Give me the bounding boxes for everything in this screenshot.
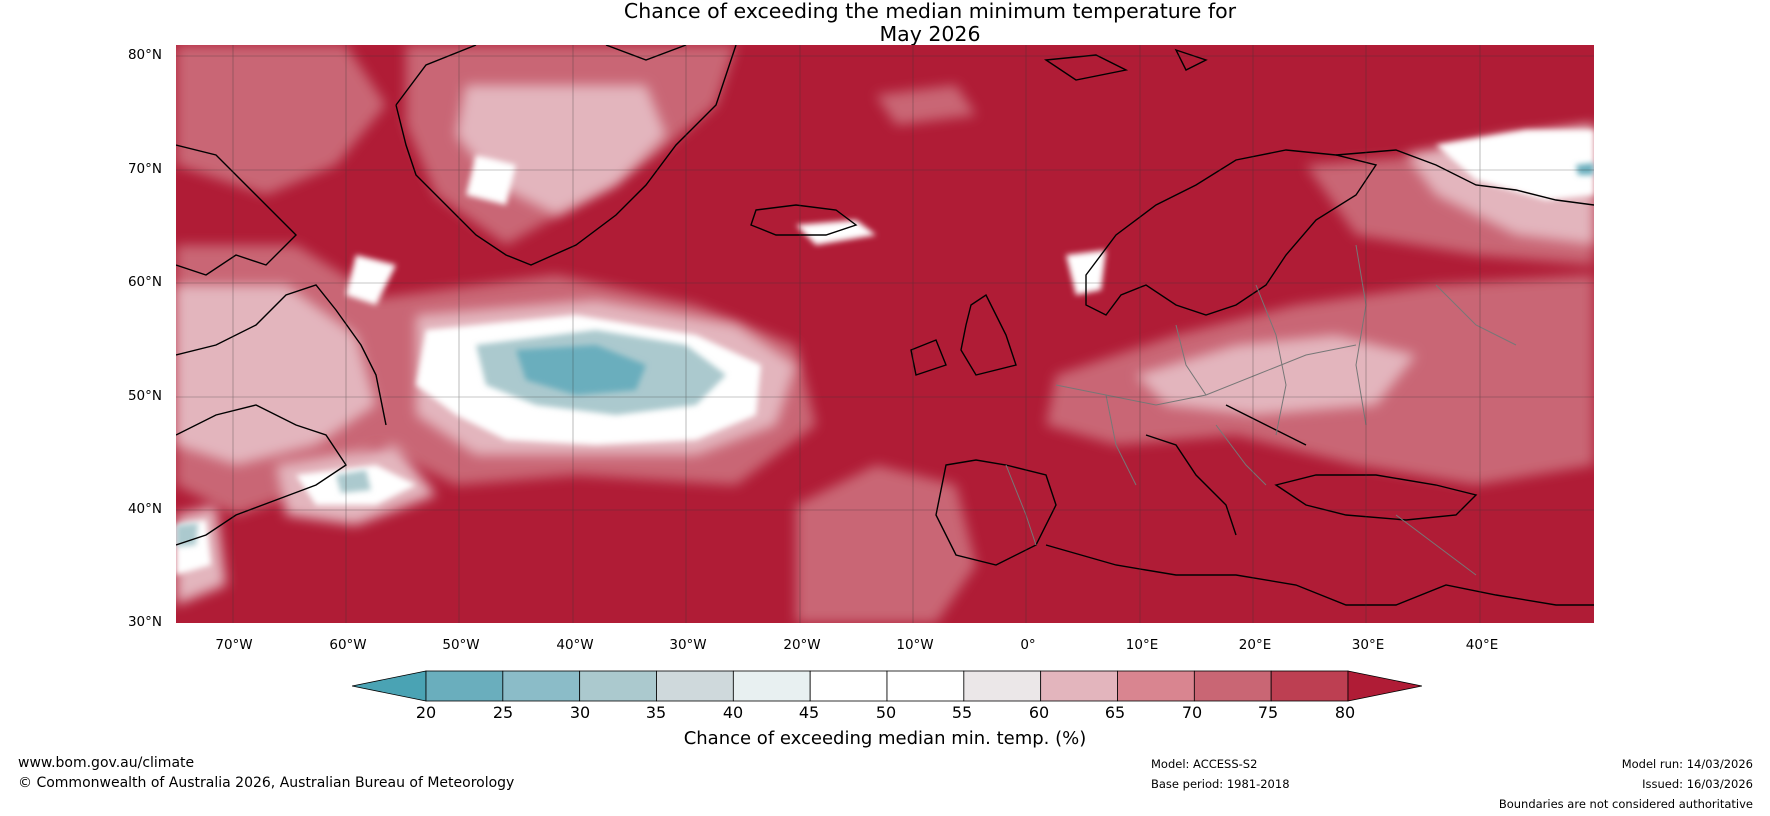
lon-label-60w: 60°W [329, 637, 367, 653]
graticule [176, 45, 1594, 623]
colorbar-tick-45: 45 [798, 703, 820, 722]
colorbar-tick-40: 40 [722, 703, 744, 722]
colorbar-segment [1270, 670, 1349, 702]
chart-title: Chance of exceeding the median minimum t… [560, 0, 1300, 46]
colorbar-tick-25: 25 [492, 703, 514, 722]
colorbar-tick-35: 35 [645, 703, 667, 722]
lon-label-40e: 40°E [1465, 637, 1499, 653]
lat-label-50n: 50°N [127, 388, 162, 404]
colorbar-tick-50: 50 [875, 703, 897, 722]
lon-label-20e: 20°E [1238, 637, 1272, 653]
colorbar-segment [886, 670, 965, 702]
lon-label-50w: 50°W [442, 637, 480, 653]
coastlines [176, 45, 1594, 606]
lon-label-40w: 40°W [556, 637, 594, 653]
title-line-1: Chance of exceeding the median minimum t… [623, 0, 1237, 23]
colorbar-segment [656, 670, 734, 702]
colorbar-tick-55: 55 [951, 703, 973, 722]
lon-label-0: 0° [1020, 637, 1036, 653]
colorbar-tick-80: 80 [1334, 703, 1356, 722]
website-link[interactable]: www.bom.gov.au/climate [18, 755, 195, 771]
model-text: Model: ACCESS-S2 [1151, 757, 1258, 771]
colorbar-tick-60: 60 [1028, 703, 1050, 722]
forecast-map [176, 45, 1594, 623]
issued-text: Issued: 16/03/2026 [1642, 777, 1753, 791]
colorbar-tick-20: 20 [415, 703, 437, 722]
base-period-text: Base period: 1981-2018 [1151, 777, 1290, 791]
title-line-2: May 2026 [879, 22, 981, 46]
colorbar [352, 670, 1422, 702]
colorbar-segment [1193, 670, 1272, 702]
lon-label-20w: 20°W [783, 637, 821, 653]
colorbar-tick-65: 65 [1104, 703, 1126, 722]
lat-label-80n: 80°N [127, 47, 162, 63]
colorbar-tick-70: 70 [1181, 703, 1203, 722]
lon-label-70w: 70°W [215, 637, 253, 653]
colorbar-label: Chance of exceeding median min. temp. (%… [683, 728, 1087, 749]
colorbar-segment [579, 670, 657, 702]
colorbar-segment [502, 670, 581, 702]
lat-label-60n: 60°N [127, 274, 162, 290]
region-25-30 [516, 163, 1594, 395]
lon-label-30w: 30°W [669, 637, 707, 653]
colorbar-tick-75: 75 [1257, 703, 1279, 722]
colorbar-segment [1040, 670, 1118, 702]
lat-label-30n: 30°N [127, 614, 162, 630]
lon-label-10w: 10°W [896, 637, 934, 653]
colorbar-segment [1117, 670, 1195, 702]
colorbar-extend-low [352, 670, 427, 702]
colorbar-segment [732, 670, 811, 702]
map-canvas [176, 45, 1594, 623]
model-run-text: Model run: 14/03/2026 [1621, 757, 1753, 771]
lat-label-40n: 40°N [127, 501, 162, 517]
colorbar-segment [963, 670, 1042, 702]
lon-label-30e: 30°E [1351, 637, 1385, 653]
copyright-text: © Commonwealth of Australia 2026, Austra… [18, 775, 515, 791]
lon-label-10e: 10°E [1125, 637, 1159, 653]
colorbar-tick-30: 30 [569, 703, 591, 722]
lat-label-70n: 70°N [127, 161, 162, 177]
disclaimer-text: Boundaries are not considered authoritat… [1498, 797, 1753, 811]
colorbar-segments [352, 670, 1422, 702]
colorbar-segment [809, 670, 888, 702]
colorbar-extend-high [1347, 670, 1422, 702]
colorbar-segment [425, 670, 504, 702]
